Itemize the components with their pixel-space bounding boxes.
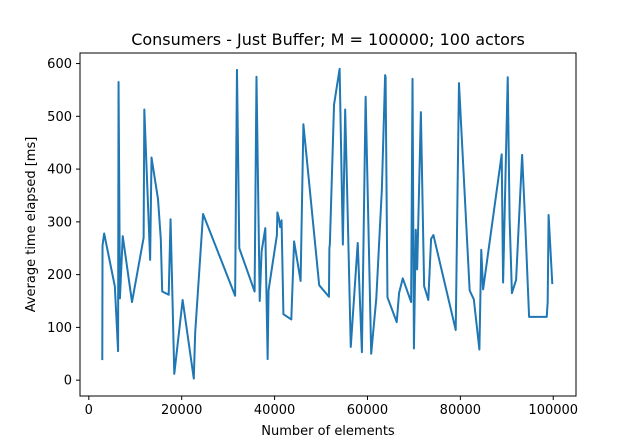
y-tick-label: 200 [47, 268, 72, 283]
y-axis-ticks: 0 100 200 300 400 500 600 [47, 57, 80, 389]
y-tick-label: 100 [47, 321, 72, 336]
y-tick-label: 500 [47, 110, 72, 125]
y-tick-label: 400 [47, 163, 72, 178]
x-tick-label: 0 [85, 403, 93, 418]
y-tick-label: 0 [64, 374, 72, 389]
x-tick-label: 100000 [528, 403, 578, 418]
series-layer [101, 67, 554, 380]
x-tick-label: 40000 [254, 403, 295, 418]
x-axis-ticks: 0 20000 40000 60000 80000 100000 [85, 396, 578, 418]
x-axis-label: Number of elements [261, 424, 395, 439]
y-tick-label: 300 [47, 215, 72, 230]
x-tick-label: 60000 [347, 403, 388, 418]
series-line-0 [101, 67, 554, 380]
x-tick-label: 80000 [440, 403, 481, 418]
y-tick-label: 600 [47, 57, 72, 72]
y-axis-label: Average time elapsed [ms] [24, 137, 39, 313]
plot-frame [79, 52, 577, 397]
x-tick-label: 20000 [161, 403, 202, 418]
chart-title: Consumers - Just Buffer; M = 100000; 100… [131, 30, 525, 49]
